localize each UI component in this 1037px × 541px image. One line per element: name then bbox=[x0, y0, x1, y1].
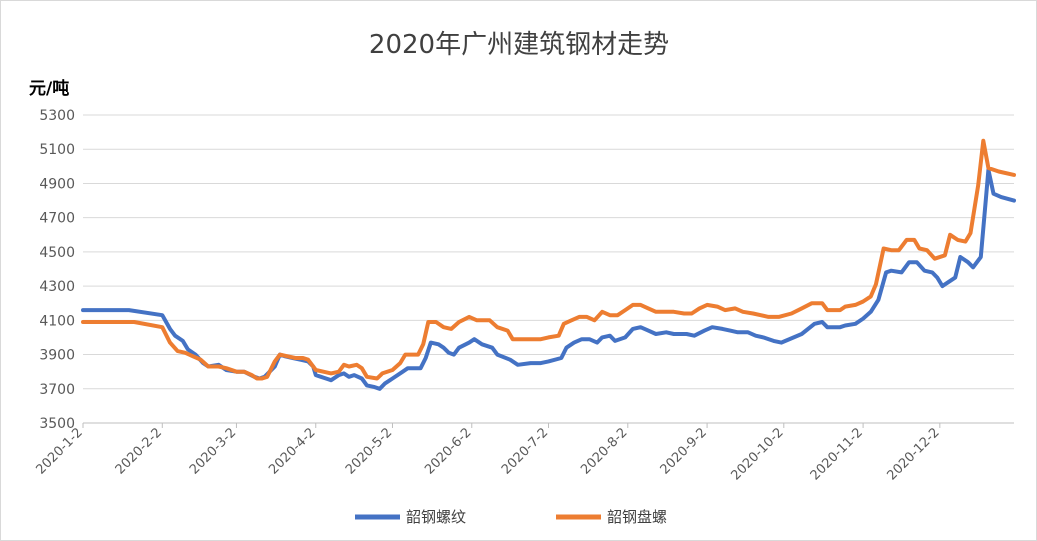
y-tick-label: 3700 bbox=[39, 382, 75, 398]
y-tick-label: 4500 bbox=[39, 245, 75, 261]
x-axis-ticks: 2020-1-2 2020-2-2 2020-3-2 2020-4-2 2020-5-2… bbox=[33, 423, 943, 483]
y-tick-label: 4100 bbox=[39, 313, 75, 329]
x-tick-label: 2020-10-2 bbox=[728, 425, 786, 483]
x-tick-label: 2020-2-2 bbox=[113, 425, 165, 477]
x-tick-label: 2020-4-2 bbox=[266, 425, 318, 477]
series-line-0 bbox=[81, 167, 1016, 391]
chart-title: 2020年广州建筑钢材走势 bbox=[369, 30, 669, 60]
gridlines bbox=[83, 114, 1014, 424]
series-line-1 bbox=[81, 138, 1016, 381]
series-lines bbox=[81, 138, 1016, 391]
y-tick-label: 5300 bbox=[39, 108, 75, 124]
x-tick-label: 2020-6-2 bbox=[422, 425, 474, 477]
y-tick-label: 4700 bbox=[39, 211, 75, 227]
x-tick-label: 2020-9-2 bbox=[658, 425, 710, 477]
x-tick-label: 2020-7-2 bbox=[499, 425, 551, 477]
legend: 韶钢螺纹 韶钢盘螺 bbox=[355, 508, 667, 526]
x-tick-label: 2020-11-2 bbox=[808, 425, 866, 483]
x-tick-label: 2020-12-2 bbox=[884, 425, 942, 483]
x-tick-label: 2020-5-2 bbox=[343, 425, 395, 477]
y-tick-label: 5100 bbox=[39, 142, 75, 158]
y-tick-label: 4300 bbox=[39, 279, 75, 295]
y-axis-ticks: 3500 3700 3900 4100 4300 4500 4700 4900 5100 5300 bbox=[39, 108, 75, 432]
x-tick-label: 2020-8-2 bbox=[578, 425, 630, 477]
legend-label-rebar: 韶钢螺纹 bbox=[406, 508, 466, 526]
y-tick-label: 3500 bbox=[39, 416, 75, 432]
x-tick-label: 2020-3-2 bbox=[187, 425, 239, 477]
y-tick-label: 3900 bbox=[39, 348, 75, 364]
x-tick-label: 2020-1-2 bbox=[33, 425, 85, 477]
y-axis-unit-label: 元/吨 bbox=[29, 78, 69, 99]
y-tick-label: 4900 bbox=[39, 176, 75, 192]
legend-label-coil: 韶钢盘螺 bbox=[607, 508, 667, 526]
